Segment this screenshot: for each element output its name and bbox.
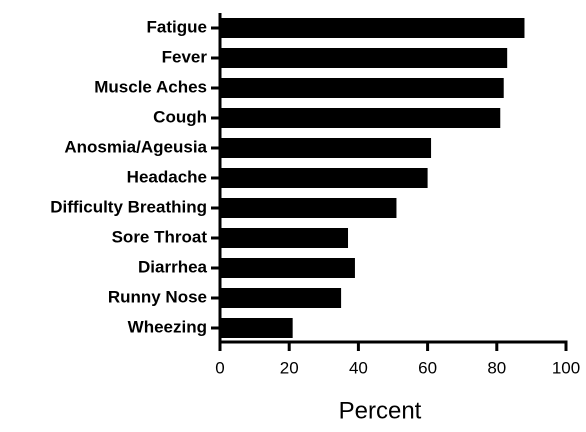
y-tick-label: Runny Nose bbox=[108, 287, 207, 306]
x-tick-label: 100 bbox=[552, 358, 580, 377]
x-axis-label: Percent bbox=[339, 397, 422, 424]
x-tick-label: 0 bbox=[215, 358, 224, 377]
bar bbox=[220, 198, 397, 218]
y-tick-label: Anosmia/Ageusia bbox=[64, 137, 207, 156]
y-tick-label: Muscle Aches bbox=[94, 77, 207, 96]
x-tick-label: 60 bbox=[418, 358, 437, 377]
y-tick-label: Sore Throat bbox=[112, 227, 208, 246]
y-tick-label: Headache bbox=[127, 167, 207, 186]
y-tick-label: Fever bbox=[162, 47, 208, 66]
bar bbox=[220, 18, 525, 38]
x-tick-label: 80 bbox=[487, 358, 506, 377]
x-tick-label: 40 bbox=[349, 358, 368, 377]
y-tick-label: Difficulty Breathing bbox=[50, 197, 207, 216]
bar bbox=[220, 318, 293, 338]
y-tick-label: Diarrhea bbox=[138, 257, 208, 276]
x-tick-label: 20 bbox=[280, 358, 299, 377]
bar bbox=[220, 108, 501, 128]
bar bbox=[220, 48, 508, 68]
bar bbox=[220, 228, 349, 248]
bar bbox=[220, 258, 355, 278]
y-tick-label: Fatigue bbox=[147, 17, 207, 36]
bar bbox=[220, 288, 342, 308]
y-tick-label: Cough bbox=[153, 107, 207, 126]
bar bbox=[220, 138, 432, 158]
y-tick-label: Wheezing bbox=[128, 317, 207, 336]
bar bbox=[220, 78, 504, 98]
bar bbox=[220, 168, 428, 188]
